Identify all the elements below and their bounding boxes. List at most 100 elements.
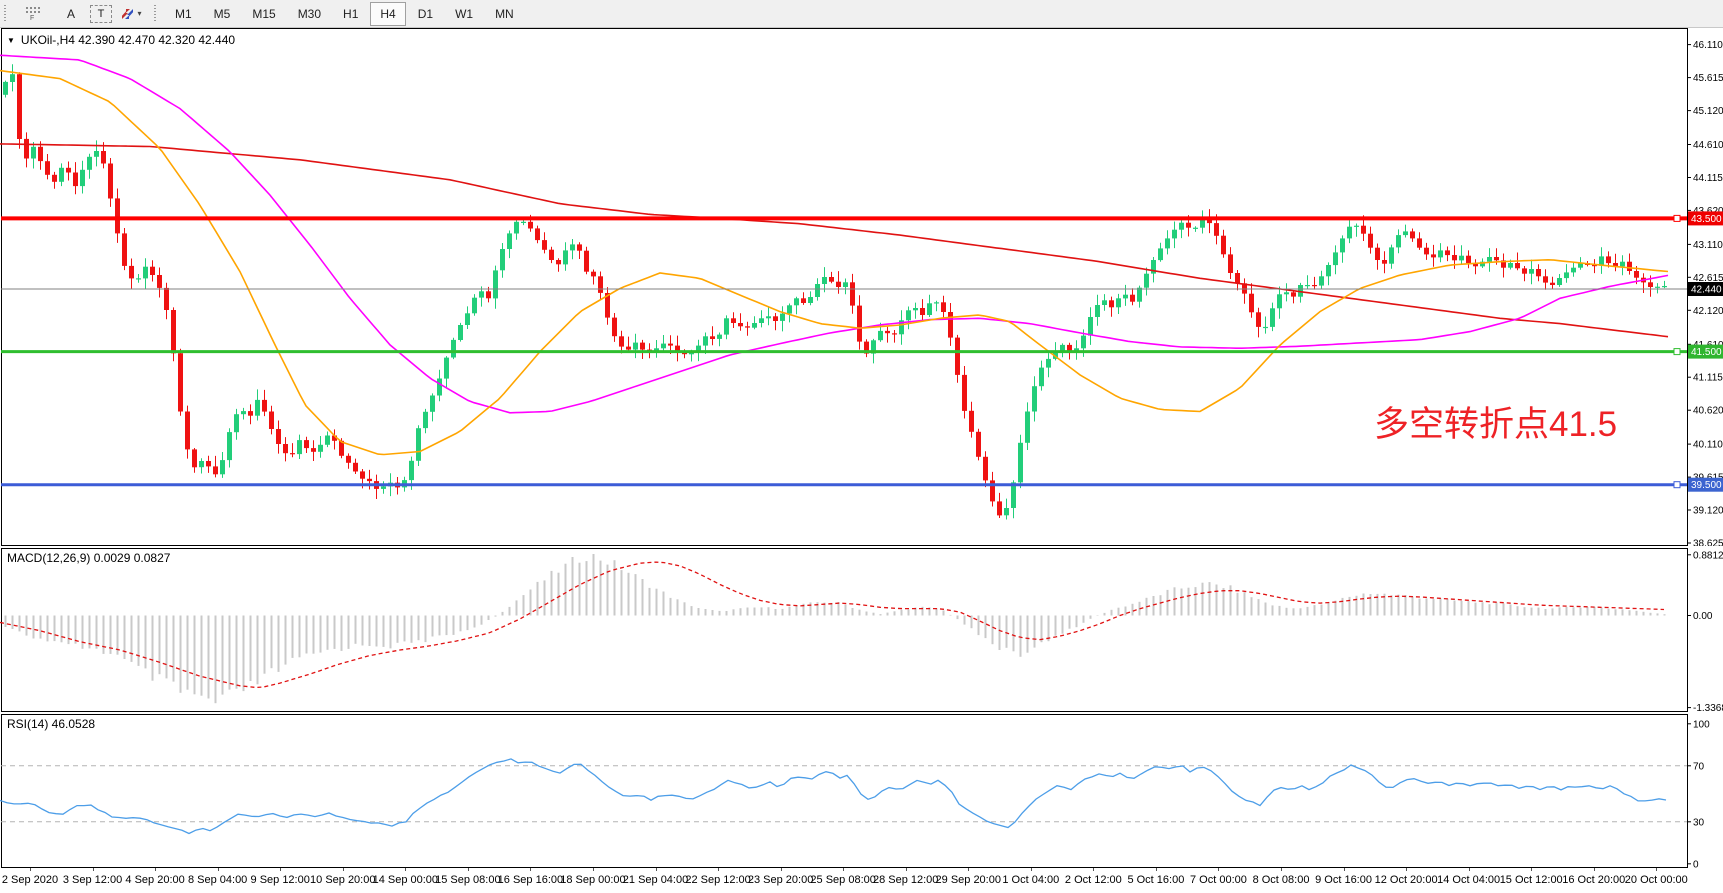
- time-tick: [1343, 868, 1345, 871]
- grid-template-button[interactable]: F: [14, 2, 52, 26]
- tf-button-M1[interactable]: M1: [175, 6, 192, 21]
- price-badge: 41.500: [1691, 347, 1722, 358]
- price-badge-bg: [1688, 211, 1723, 226]
- macd-axis-label: -1.3368: [1693, 703, 1723, 712]
- time-tick: [217, 868, 219, 871]
- text-label-button[interactable]: A: [52, 2, 90, 26]
- time-axis-label: 7 Oct 00:00: [1190, 874, 1247, 886]
- tf-button-MN[interactable]: MN: [495, 6, 514, 21]
- tf-button-D1[interactable]: D1: [417, 6, 434, 21]
- rsi-axis-label: 0: [1693, 859, 1699, 868]
- time-axis-label: 18 Sep 00:00: [560, 874, 626, 886]
- time-tick: [1593, 868, 1595, 871]
- time-axis-label: 9 Sep 12:00: [250, 874, 310, 886]
- time-axis-label: 23 Sep 20:00: [747, 874, 814, 886]
- price-axis-label: 38.625: [1693, 539, 1723, 547]
- tf-button-H4[interactable]: H4: [370, 1, 406, 26]
- time-tick: [155, 868, 157, 871]
- time-axis-label: 2 Sep 2020: [1, 874, 59, 886]
- macd-svg[interactable]: 0.8812 0.00 -1.3368: [0, 548, 1723, 714]
- time-axis[interactable]: 2 Sep 2020 3 Sep 12:00 4 Sep 20:00 8 Sep 04…: [0, 868, 1723, 893]
- hline-marker: [1673, 348, 1681, 356]
- slow-ma-red: [0, 143, 1669, 338]
- fast-ma-orange: [0, 69, 1669, 456]
- rsi-axis-label: 30: [1693, 817, 1705, 828]
- price-badge-bg: [1688, 282, 1723, 296]
- time-axis-label: 14 Sep 00:00: [372, 874, 439, 886]
- chart-symbol-header[interactable]: ▼ UKOil-,H4 42.390 42.470 42.320 42.440: [7, 33, 235, 47]
- rsi-svg[interactable]: 100 70 30 0: [0, 714, 1723, 870]
- time-tick: [1030, 868, 1032, 871]
- time-tick: [467, 868, 469, 871]
- price-axis-label: 39.120: [1693, 506, 1723, 517]
- macd-panel[interactable]: 0.8812 0.00 -1.3368 MACD(12,26,9) 0.0029 0…: [0, 548, 1723, 714]
- main-chart-panel[interactable]: 46.11045.61545.12044.61044.11543.62043.1…: [0, 28, 1723, 550]
- time-tick: [405, 868, 407, 871]
- time-axis-label: 1 Oct 04:00: [1002, 874, 1060, 886]
- time-axis-label: 14 Oct 04:00: [1437, 874, 1501, 886]
- chevron-down-icon: ▾: [137, 9, 142, 18]
- time-tick: [1093, 868, 1095, 871]
- rsi-plot-border: [1, 714, 1688, 868]
- price-axis-label: 40.110: [1693, 440, 1723, 451]
- time-tick: [1531, 868, 1533, 871]
- tf-button-M5[interactable]: M5: [213, 6, 231, 21]
- time-tick: [1468, 868, 1470, 871]
- tf-button-M30[interactable]: M30: [297, 6, 322, 21]
- time-tick: [30, 868, 31, 871]
- time-tick: [780, 868, 782, 871]
- time-axis-label: 28 Sep 12:00: [872, 874, 939, 886]
- hline-marker: [1673, 481, 1681, 489]
- time-tick: [1218, 868, 1220, 871]
- mid-ma-magenta: [0, 54, 1669, 414]
- time-axis-label: 8 Sep 04:00: [187, 874, 248, 886]
- grid-f-icon: F: [26, 7, 40, 21]
- rsi-panel[interactable]: 100 70 30 0 RSI(14) 46.0528: [0, 714, 1723, 870]
- toolbar-group-handle[interactable]: [153, 4, 158, 23]
- arrows-object-button[interactable]: ▾: [112, 2, 150, 26]
- price-axis-label: 42.615: [1693, 273, 1723, 284]
- time-axis-label: 29 Sep 20:00: [935, 874, 1001, 886]
- price-badge-bg: [1688, 477, 1723, 492]
- rsi-indicator-label: RSI(14) 46.0528: [7, 717, 96, 731]
- tf-button-M15[interactable]: M15: [252, 6, 276, 21]
- time-axis-label: 25 Sep 08:00: [810, 874, 876, 886]
- time-tick: [92, 868, 94, 871]
- time-axis-label: 3 Sep 12:00: [62, 874, 123, 886]
- time-axis-label: 16 Sep 16:00: [497, 874, 564, 886]
- time-axis-label: 20 Oct 00:00: [1624, 874, 1688, 886]
- time-tick: [655, 868, 657, 871]
- tf-button-W1[interactable]: W1: [455, 6, 474, 21]
- symbol-ohlc-readout: UKOil-,H4 42.390 42.470 42.320 42.440: [20, 33, 236, 47]
- time-axis-label: 4 Sep 20:00: [125, 874, 185, 886]
- tf-button-H1[interactable]: H1: [343, 6, 359, 21]
- time-axis-label: 5 Oct 16:00: [1127, 874, 1185, 886]
- time-tick: [905, 868, 907, 871]
- toolbar-drag-handle[interactable]: [3, 4, 8, 23]
- text-box-button[interactable]: T: [90, 4, 112, 23]
- time-axis-label: 12 Oct 20:00: [1374, 874, 1438, 886]
- price-badge: 43.500: [1691, 214, 1722, 225]
- macd-indicator-label: MACD(12,26,9) 0.0029 0.0827: [7, 551, 171, 565]
- time-tick: [718, 868, 720, 871]
- price-axis-label: 42.120: [1693, 306, 1723, 317]
- top-toolbar: F A T ▾ M1 M5 M15 M30 H1 H4 D1 W1 MN: [0, 0, 1723, 28]
- time-axis-label: 15 Oct 12:00: [1499, 874, 1563, 886]
- price-axis-label: 46.110: [1693, 40, 1723, 51]
- rsi-axis-label: 70: [1693, 761, 1705, 772]
- price-axis-label: 44.115: [1693, 173, 1723, 184]
- price-badge: 42.440: [1691, 285, 1722, 296]
- main-chart-svg[interactable]: 46.11045.61545.12044.61044.11543.62043.1…: [0, 28, 1723, 550]
- time-tick: [280, 868, 282, 871]
- time-tick: [1656, 868, 1658, 871]
- letter-a-icon: A: [66, 6, 75, 21]
- time-tick: [1281, 868, 1282, 871]
- rsi-axis-label: 100: [1693, 719, 1710, 730]
- macd-axis-label: 0.8812: [1693, 550, 1723, 561]
- time-tick: [342, 868, 344, 871]
- dropdown-triangle-icon: ▼: [7, 36, 15, 45]
- svg-text:F: F: [30, 15, 34, 21]
- time-tick: [968, 868, 970, 871]
- time-axis-label: 22 Sep 12:00: [685, 874, 751, 886]
- time-axis-label: 10 Sep 20:00: [310, 874, 376, 886]
